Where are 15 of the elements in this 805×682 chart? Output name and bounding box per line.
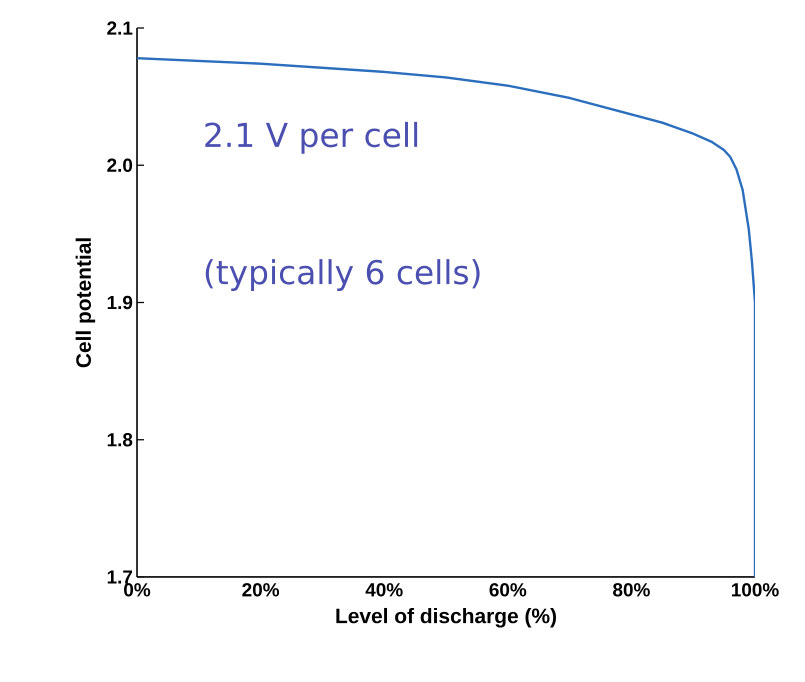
y-tick-label: 2.1	[107, 21, 132, 35]
x-tick-label: 40%	[366, 583, 403, 597]
y-tick-label: 2.0	[107, 158, 132, 172]
x-tick-label: 0%	[124, 583, 150, 597]
x-tick-label: 80%	[613, 583, 650, 597]
y-tick-label: 1.9	[108, 296, 132, 310]
annotation: (typically 6 cells)	[206, 259, 480, 291]
x-axis-title: Level of discharge (%)	[336, 608, 556, 628]
y-tick-label: 1.8	[108, 433, 132, 446]
y-tick-label: 1.7	[108, 570, 132, 584]
x-tick-label: 100%	[732, 583, 779, 597]
x-tick-label: 60%	[490, 583, 526, 597]
x-tick-label: 20%	[242, 583, 280, 597]
annotation: 2.1 V per cell	[205, 122, 418, 154]
y-axis-title: Cell potential	[76, 238, 96, 368]
